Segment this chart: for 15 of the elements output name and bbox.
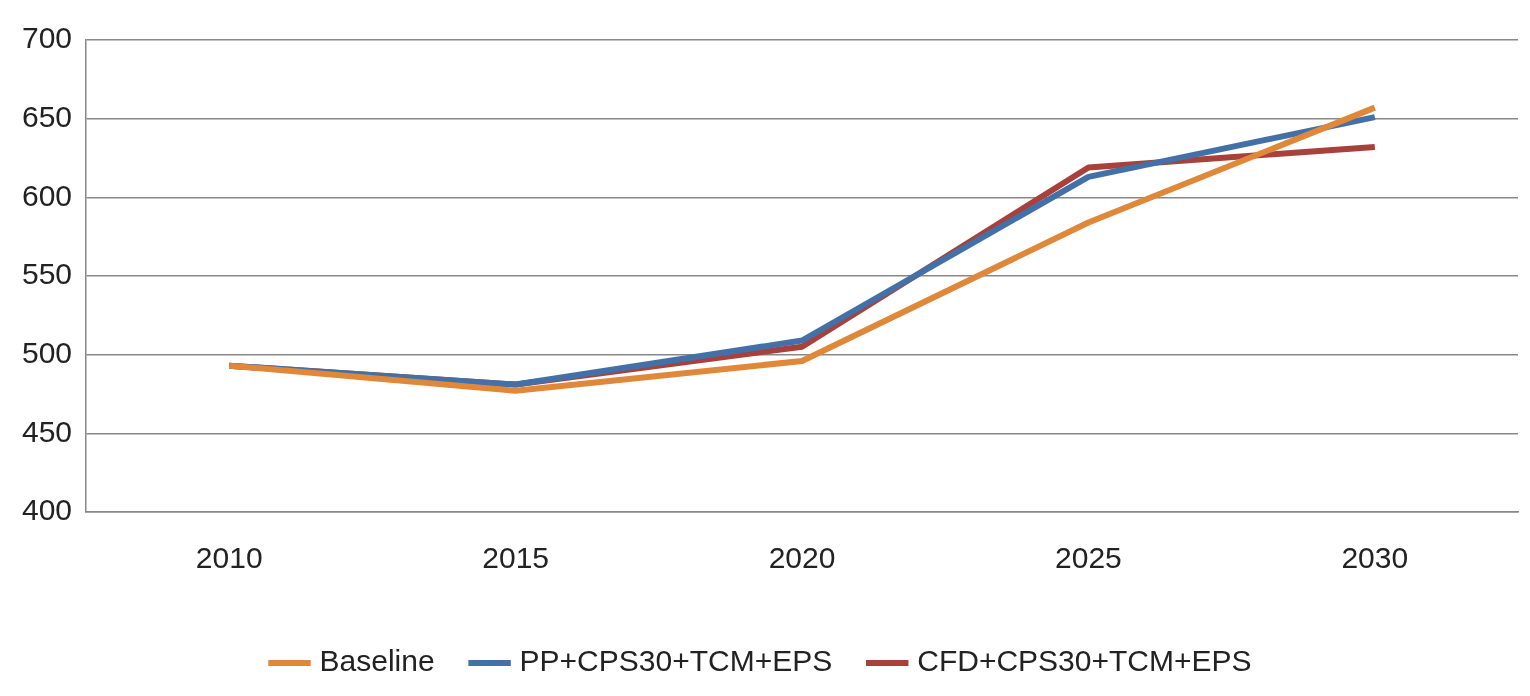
x-tick-label: 2030: [1341, 541, 1409, 575]
x-tick-label: 2010: [195, 541, 263, 575]
y-tick-label: 600: [21, 178, 73, 212]
legend-label: PP+CPS30+TCM+EPS: [519, 644, 833, 678]
legend-label: Baseline: [319, 644, 435, 678]
legend-label: CFD+CPS30+TCM+EPS: [917, 644, 1252, 678]
y-tick-label: 450: [21, 414, 73, 448]
y-tick-label: 650: [21, 99, 73, 133]
y-tick-label: 400: [21, 493, 73, 527]
y-tick-label: 700: [21, 21, 73, 55]
x-tick-label: 2020: [768, 541, 836, 575]
y-tick-label: 550: [21, 257, 73, 291]
y-tick-label: 500: [21, 335, 73, 369]
x-tick-label: 2015: [482, 541, 550, 575]
x-tick-label: 2025: [1055, 541, 1122, 575]
